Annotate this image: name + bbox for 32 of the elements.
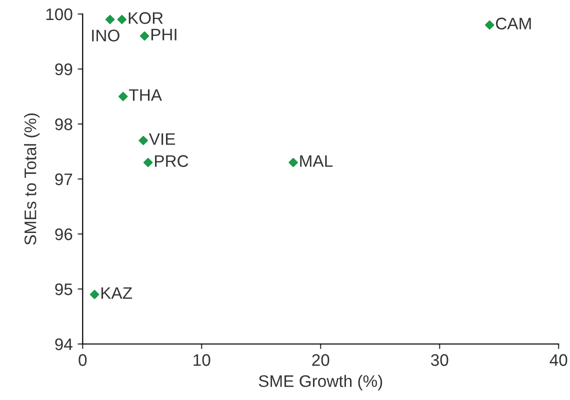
y-tick-label: 94 xyxy=(55,338,72,350)
y-tick-label: 100 xyxy=(46,8,72,20)
annotation: PRC xyxy=(155,155,188,167)
annotation: PHI xyxy=(151,28,176,40)
point xyxy=(143,158,153,168)
y-tick-label: 99 xyxy=(55,63,72,76)
point xyxy=(105,14,115,24)
y-axis-title: SMEs to Total (%) xyxy=(24,114,40,245)
x-tick-label: 40 xyxy=(550,354,568,366)
x-tick-label: 20 xyxy=(312,354,330,366)
y-tick-label: 98 xyxy=(55,118,72,130)
point xyxy=(118,92,128,102)
point xyxy=(90,290,100,300)
annotation: INO xyxy=(92,30,120,42)
point xyxy=(140,31,150,41)
annotation: KOR xyxy=(128,12,163,24)
annotation: VIE xyxy=(148,133,176,145)
point xyxy=(288,158,298,168)
annotation: KAZ xyxy=(101,287,132,299)
x-tick-label: 30 xyxy=(430,354,448,366)
annotation: THA xyxy=(129,89,162,101)
x-axis-title: SME Growth (%) xyxy=(258,374,382,390)
annotation: MAL xyxy=(300,155,333,167)
x-tick-label: 0 xyxy=(78,354,87,366)
point xyxy=(484,20,494,30)
x-tick-label: 10 xyxy=(194,354,210,366)
annotation: CAM xyxy=(496,18,531,30)
y-tick-label: 97 xyxy=(55,173,72,186)
point xyxy=(138,136,148,146)
y-tick-label: 95 xyxy=(55,283,72,296)
point xyxy=(117,14,127,24)
y-tick-label: 96 xyxy=(55,228,72,240)
